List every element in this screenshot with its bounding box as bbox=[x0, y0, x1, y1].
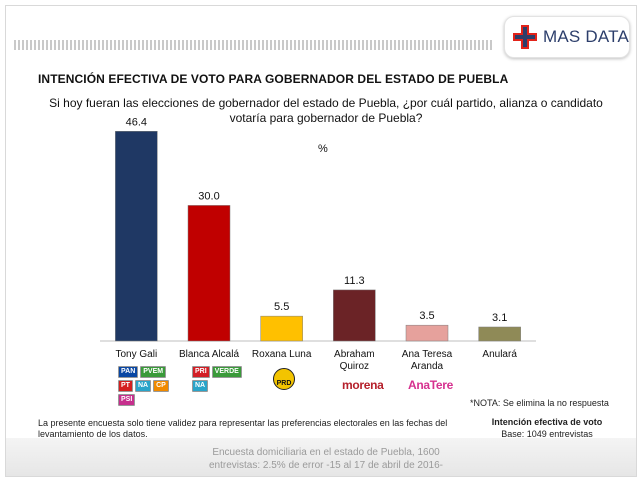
brand-name: MAS DATA bbox=[543, 27, 629, 46]
sample-note: Intención efectiva de voto Base: 1049 en… bbox=[472, 416, 622, 440]
chart-subtitle: Si hoy fueran las elecciones de gobernad… bbox=[49, 96, 603, 125]
category-label-2: Roxana Luna bbox=[251, 349, 312, 360]
alcala-na-icon: NA bbox=[192, 380, 209, 392]
bar-2 bbox=[260, 315, 303, 342]
bar-3 bbox=[333, 289, 376, 342]
sample-note-base: Base: 1049 entrevistas bbox=[501, 429, 593, 439]
data-label-3: 11.3 bbox=[344, 275, 365, 287]
footer bbox=[6, 438, 636, 476]
nota: *NOTA: Se elimina la no respuesta bbox=[470, 398, 609, 408]
cross-logo-icon bbox=[513, 25, 537, 49]
gali-pt-icon: PT bbox=[118, 380, 133, 392]
footer-line-2: entrevistas: 2.5% de error -15 al 17 de … bbox=[208, 460, 444, 471]
data-label-4: 3.5 bbox=[419, 310, 434, 322]
slide: MAS DATA INTENCIÓN EFECTIVA DE VOTO PARA… bbox=[5, 5, 637, 477]
brand-logo: MAS DATA bbox=[504, 16, 630, 58]
category-label-4: Ana Teresa Aranda bbox=[401, 349, 453, 372]
chart-title: INTENCIÓN EFECTIVA DE VOTO PARA GOBERNAD… bbox=[38, 72, 509, 86]
gali-na-icon: NA bbox=[134, 380, 152, 392]
data-label-1: 30.0 bbox=[198, 190, 219, 202]
gali-psi-icon: PSI bbox=[118, 394, 136, 406]
header-rule bbox=[14, 40, 492, 50]
anatere-logo: AnaTere bbox=[408, 378, 454, 392]
sample-note-heading: Intención efectiva de voto bbox=[491, 417, 603, 427]
gali-pan-icon: PAN bbox=[118, 366, 139, 378]
party-logos-tony-gali: PAN PVEM PT NA CP PSI bbox=[118, 366, 170, 406]
disclaimer: La presente encuesta solo tiene validez … bbox=[38, 418, 448, 439]
unit-label: % bbox=[318, 143, 328, 155]
bar-4 bbox=[405, 324, 449, 342]
category-label-1: Blanca Alcalá bbox=[178, 349, 240, 360]
footer-line-1: Encuesta domiciliaria en el estado de Pu… bbox=[212, 447, 440, 458]
footer-text: Encuesta domiciliaria en el estado de Pu… bbox=[176, 446, 476, 472]
category-label-3: Abraham Quiroz bbox=[334, 349, 375, 372]
bar-5 bbox=[478, 326, 521, 342]
party-logos-blanca-alcala: PRI VERDE NA bbox=[192, 366, 244, 392]
prd-logo-icon: PRD bbox=[273, 368, 295, 390]
alcala-verde-icon: VERDE bbox=[211, 366, 242, 378]
category-label-0: Tony Gali bbox=[115, 349, 158, 360]
bar-0 bbox=[115, 131, 158, 342]
data-label-0: 46.4 bbox=[126, 116, 147, 128]
gali-pvem-icon: PVEM bbox=[140, 366, 167, 378]
data-label-5: 3.1 bbox=[492, 312, 507, 324]
bar-1 bbox=[187, 205, 231, 342]
category-label-5: Anulará bbox=[482, 349, 517, 360]
gali-cp-icon: CP bbox=[153, 380, 169, 392]
morena-logo: morena bbox=[342, 378, 384, 392]
alcala-pri-icon: PRI bbox=[192, 366, 210, 378]
data-label-2: 5.5 bbox=[274, 301, 289, 313]
